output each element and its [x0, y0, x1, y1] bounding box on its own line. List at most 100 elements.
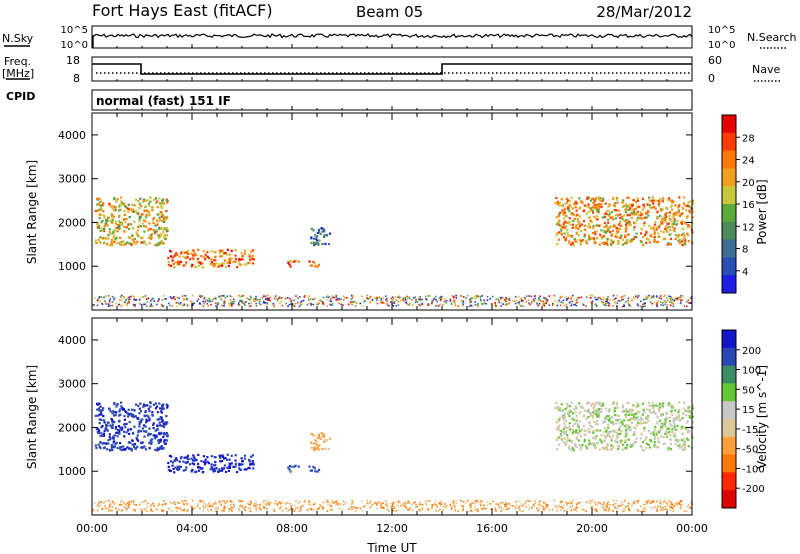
- velocity-point: [221, 455, 225, 458]
- velocity-point: [630, 410, 634, 413]
- power-point: [252, 262, 255, 265]
- power-point: [99, 229, 102, 233]
- velocity-point: [450, 508, 453, 510]
- velocity-point: [454, 507, 456, 509]
- velocity-point: [573, 509, 575, 511]
- power-point: [414, 301, 417, 304]
- power-point: [603, 221, 606, 225]
- velocity-point: [665, 417, 668, 420]
- velocity-point: [190, 457, 193, 460]
- velocity-point: [167, 507, 170, 510]
- power-point: [290, 303, 292, 305]
- power-point: [317, 243, 320, 246]
- power-point: [350, 301, 353, 303]
- power-point: [153, 229, 156, 232]
- velocity-point: [148, 417, 151, 420]
- power-point: [395, 305, 397, 307]
- velocity-point: [276, 503, 278, 505]
- velocity-point: [239, 505, 241, 507]
- power-point: [575, 231, 578, 234]
- velocity-point: [363, 505, 365, 508]
- power-point: [588, 236, 591, 239]
- velocity-point: [193, 456, 196, 459]
- power-point: [129, 207, 133, 210]
- power-point: [560, 198, 563, 201]
- velocity-point: [101, 434, 104, 437]
- velocity-point: [421, 504, 424, 506]
- velocity-point: [451, 500, 454, 502]
- velocity-point: [139, 502, 142, 504]
- power-point: [128, 301, 130, 304]
- velocity-point: [635, 441, 638, 444]
- power-point: [662, 238, 665, 241]
- velocity-point: [660, 435, 663, 438]
- velocity-point: [259, 503, 261, 506]
- power-point: [219, 251, 222, 254]
- velocity-point: [250, 501, 252, 504]
- power-point: [122, 218, 126, 221]
- velocity-point: [402, 502, 405, 505]
- power-point: [622, 305, 624, 308]
- power-point: [640, 241, 643, 244]
- power-point: [144, 303, 147, 306]
- power-point: [107, 303, 110, 305]
- power-point: [102, 229, 106, 232]
- power-point: [579, 230, 583, 233]
- velocity-point: [666, 509, 669, 511]
- velocity-point: [122, 445, 125, 448]
- colorbar-segment: [722, 347, 736, 367]
- power-point: [156, 200, 159, 203]
- velocity-point: [123, 430, 126, 433]
- power-point: [390, 297, 392, 300]
- velocity-point: [224, 456, 227, 460]
- power-point: [413, 297, 415, 299]
- velocity-point: [665, 502, 668, 504]
- colorbar-tick-label: 200: [742, 346, 761, 357]
- power-point: [274, 295, 277, 297]
- power-point: [616, 235, 619, 239]
- velocity-point: [119, 408, 122, 411]
- power-point: [166, 230, 169, 233]
- velocity-point: [490, 508, 493, 510]
- velocity-point: [552, 508, 554, 510]
- power-point: [178, 297, 180, 299]
- velocity-point: [646, 503, 648, 505]
- velocity-point: [354, 510, 357, 512]
- beam-label: Beam 05: [356, 3, 423, 21]
- velocity-point: [612, 510, 614, 512]
- velocity-point: [114, 425, 118, 429]
- power-point: [571, 207, 575, 210]
- velocity-point: [128, 501, 130, 504]
- power-point: [468, 305, 471, 308]
- velocity-point: [596, 408, 599, 411]
- velocity-point: [314, 439, 317, 442]
- power-point: [226, 261, 229, 264]
- power-point: [607, 296, 609, 298]
- velocity-point: [674, 416, 677, 419]
- velocity-point: [306, 509, 309, 511]
- power-point: [558, 231, 561, 234]
- power-point: [120, 294, 123, 297]
- velocity-point: [569, 505, 572, 508]
- power-point: [127, 298, 130, 301]
- velocity-point: [199, 507, 201, 509]
- power-point: [573, 203, 576, 206]
- power-point: [119, 221, 122, 224]
- power-point: [112, 296, 114, 298]
- power-point: [531, 301, 533, 304]
- velocity-point: [662, 443, 665, 446]
- power-point: [664, 225, 668, 228]
- power-point: [593, 239, 596, 242]
- velocity-point: [323, 434, 326, 437]
- velocity-point: [531, 506, 533, 509]
- power-point: [614, 301, 616, 303]
- velocity-point: [95, 428, 98, 431]
- velocity-point: [102, 442, 105, 445]
- power-point: [340, 298, 342, 300]
- power-point: [122, 240, 125, 243]
- velocity-point: [290, 508, 292, 510]
- velocity-point: [657, 437, 660, 440]
- velocity-point: [148, 419, 151, 422]
- power-point: [619, 227, 622, 230]
- power-point: [138, 220, 141, 223]
